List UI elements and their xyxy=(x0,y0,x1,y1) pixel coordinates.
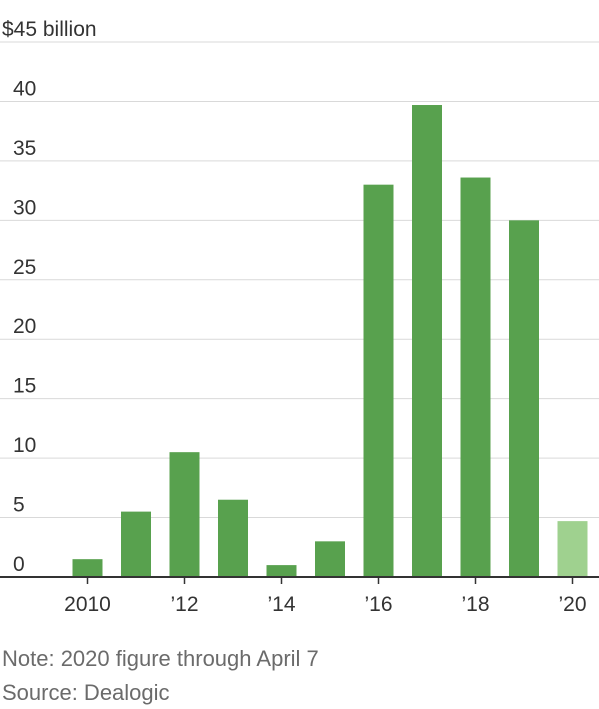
chart-note: Note: 2020 figure through April 7 xyxy=(2,646,319,671)
x-tick-label-2012: ’12 xyxy=(170,593,198,616)
y-tick-label-0: 0 xyxy=(13,553,25,576)
y-tick-label-15: 15 xyxy=(13,375,36,398)
y-tick-label-30: 30 xyxy=(13,196,36,219)
bar-2012 xyxy=(169,452,200,577)
bar-2010 xyxy=(72,559,103,577)
y-tick-label-40: 40 xyxy=(13,77,36,100)
y-tick-label-45: $45 billion xyxy=(2,18,97,41)
bars xyxy=(72,105,588,578)
bar-2013 xyxy=(218,499,248,577)
y-tick-label-10: 10 xyxy=(13,434,36,457)
bar-2011 xyxy=(121,511,151,577)
bar-2014 xyxy=(266,565,297,577)
y-tick-label-5: 5 xyxy=(13,494,25,517)
chart-source: Source: Dealogic xyxy=(2,680,170,705)
y-tick-label-25: 25 xyxy=(13,256,36,279)
x-tick-label-2016: ’16 xyxy=(364,593,392,616)
bar-chart: 0 5 10 15 20 25 30 35 40 $45 billion 2010 ’12 ’14 ’16… xyxy=(0,18,599,616)
bar-2017 xyxy=(412,105,442,577)
x-tick-label-2014: ’14 xyxy=(267,593,295,616)
x-tick-label-2020: ’20 xyxy=(558,593,586,616)
x-tick-label-2018: ’18 xyxy=(461,593,489,616)
gridlines xyxy=(0,41,599,519)
bar-2020 xyxy=(557,521,588,577)
y-tick-label-20: 20 xyxy=(13,315,36,338)
bar-2016 xyxy=(363,184,394,577)
chart-area: 0 5 10 15 20 25 30 35 40 $45 billion 2010 ’12 ’14 ’16… xyxy=(0,18,599,616)
bar-2015 xyxy=(315,541,345,577)
bar-2018 xyxy=(460,177,491,578)
y-tick-label-35: 35 xyxy=(13,137,36,160)
axes: 0 5 10 15 20 25 30 35 40 $45 billion 2010 ’12 ’14 ’16… xyxy=(0,18,599,616)
x-tick-label-2010: 2010 xyxy=(64,593,111,616)
bar-2019 xyxy=(509,220,539,578)
